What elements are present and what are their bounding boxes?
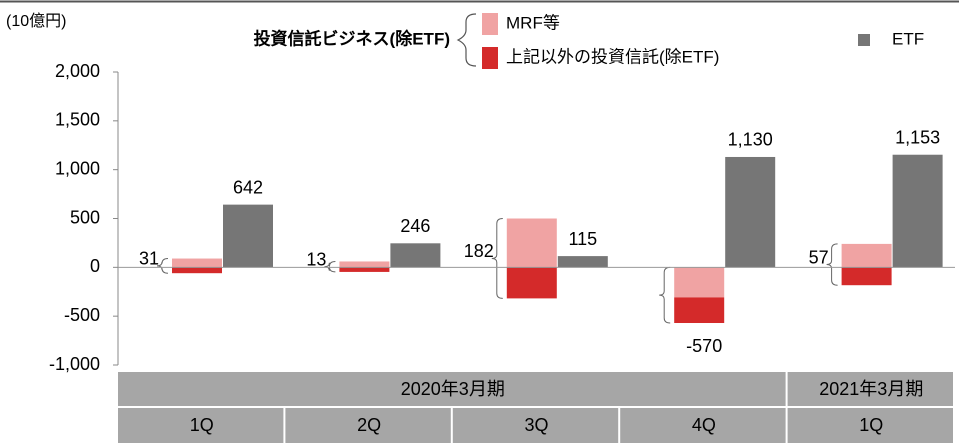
stack-bar: [841, 243, 892, 268]
etf-label: 246: [400, 216, 430, 236]
total-label: -570: [686, 336, 722, 356]
total-label: 13: [306, 249, 326, 269]
etf-bar: [390, 243, 441, 268]
period-label: 2020年3月期: [401, 379, 505, 399]
legend-swatch: [482, 47, 498, 69]
stack-bar: [339, 261, 390, 268]
total-label: 31: [139, 249, 159, 269]
etf-bar: [223, 204, 273, 268]
quarter-cell: [452, 408, 619, 443]
total-label: 57: [809, 247, 829, 267]
quarter-cell: [620, 408, 786, 443]
stack-bar: [172, 258, 222, 268]
x-tick-label: 4Q: [692, 415, 716, 435]
etf-label: 115: [568, 229, 597, 249]
y-tick-label: 500: [70, 207, 100, 227]
period-label: 2021年3月期: [819, 379, 923, 399]
etf-bar: [725, 156, 776, 268]
brace: [826, 243, 838, 286]
legend-swatch: [858, 34, 870, 46]
legend-swatch: [482, 13, 498, 35]
etf-bar: [557, 256, 608, 268]
stack-bar: [841, 267, 892, 286]
legend-label: MRF等: [506, 13, 560, 32]
period-cell: [118, 372, 786, 406]
stack-bar: [506, 218, 557, 268]
unit-label: (10億円): [6, 12, 66, 30]
legend-title: 投資信託ビジネス(除ETF): [254, 28, 450, 48]
etf-bar: [892, 154, 943, 268]
brace: [491, 218, 503, 299]
stack-bar: [674, 267, 725, 298]
y-tick-label: 0: [90, 256, 100, 276]
stack-bar: [506, 267, 557, 299]
x-tick-label: 1Q: [859, 415, 883, 435]
y-tick-label: -500: [64, 305, 100, 325]
quarter-cell: [787, 408, 953, 443]
stack-bar: [172, 267, 222, 274]
brace: [156, 258, 169, 274]
y-tick-label: -1,000: [49, 354, 100, 374]
stack-bar: [339, 267, 390, 272]
legend-brace: [456, 13, 477, 67]
x-tick-label: 2Q: [357, 415, 381, 435]
brace: [324, 260, 336, 273]
x-tick-label: 3Q: [524, 415, 548, 435]
etf-label: 1,153: [895, 127, 940, 147]
stack-bar: [674, 297, 725, 324]
legend-label: ETF: [892, 29, 924, 48]
y-tick-label: 1,000: [55, 158, 100, 178]
x-tick-label: 1Q: [190, 415, 214, 435]
etf-label: 642: [233, 177, 263, 197]
y-tick-label: 1,500: [55, 110, 100, 130]
period-cell: [787, 372, 953, 406]
quarter-cell: [118, 408, 284, 443]
etf-label: 1,130: [728, 130, 773, 150]
quarter-cell: [285, 408, 451, 443]
total-label: 182: [464, 241, 494, 261]
y-tick-label: 2,000: [55, 61, 100, 81]
brace: [659, 266, 671, 324]
legend-label: 上記以外の投資信託(除ETF): [506, 47, 719, 66]
